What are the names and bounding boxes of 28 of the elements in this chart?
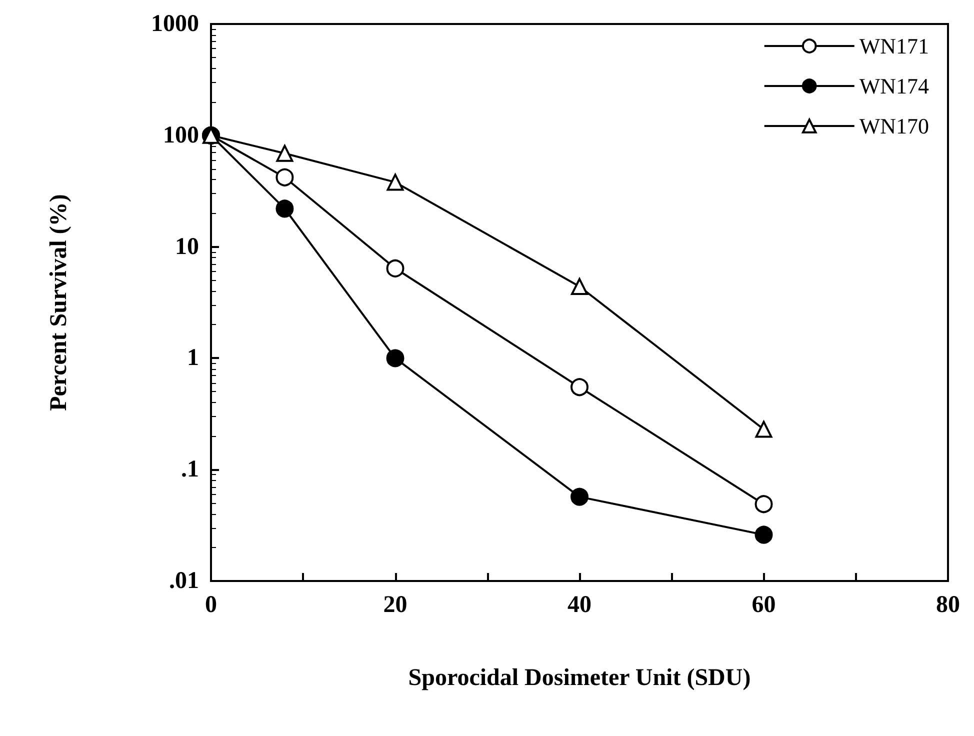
point xyxy=(276,200,294,218)
x-tick-label: 0 xyxy=(205,592,217,618)
point xyxy=(570,488,588,506)
point xyxy=(754,526,773,544)
x-axis-title: Sporocidal Dosimeter Unit (SDU) xyxy=(408,665,751,691)
y-tick-label: 1 xyxy=(187,345,199,372)
point xyxy=(386,174,404,191)
y-tick-label: 10 xyxy=(175,234,199,260)
point xyxy=(570,378,588,396)
point xyxy=(571,278,588,296)
y-axis-title: Percent Survival (%) xyxy=(46,194,72,411)
x-tick-label: 60 xyxy=(752,592,776,618)
legend-label: WN170 xyxy=(859,114,930,138)
legend-label: WN174 xyxy=(859,74,930,98)
x-tick-label: 20 xyxy=(383,592,408,618)
y-tick-label: 100 xyxy=(163,122,199,148)
point xyxy=(755,420,772,438)
point xyxy=(754,495,773,514)
y-tick-label: .1 xyxy=(181,456,199,483)
point xyxy=(386,259,404,278)
y-tick-label: 1000 xyxy=(151,11,199,37)
point xyxy=(386,349,404,368)
y-tick-label: .01 xyxy=(169,568,199,594)
point xyxy=(276,168,294,186)
x-tick-label: 40 xyxy=(568,592,592,618)
legend-label: WN171 xyxy=(859,34,930,58)
x-tick-label: 80 xyxy=(936,592,960,618)
point xyxy=(276,144,294,162)
